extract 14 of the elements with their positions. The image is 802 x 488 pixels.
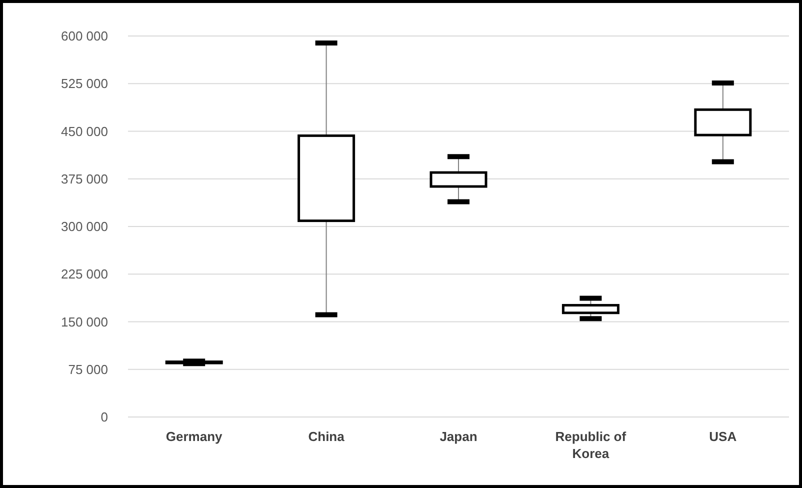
x-tick-label: Republic of Korea <box>555 429 627 461</box>
y-tick-label: 600 000 <box>61 28 108 44</box>
y-tick-label: 375 000 <box>61 171 108 186</box>
x-tick-label: Germany <box>166 429 224 444</box>
x-tick-label: USA <box>709 429 738 444</box>
y-tick-label: 225 000 <box>61 266 108 282</box>
x-tick-label: Japan <box>440 429 478 444</box>
y-tick-label: 450 000 <box>61 124 108 139</box>
y-tick-label: 525 000 <box>61 76 108 92</box>
y-tick-label: 0 <box>100 410 108 425</box>
x-tick-label: China <box>308 429 346 444</box>
y-tick-label: 75 000 <box>68 362 108 377</box>
y-tick-label: 150 000 <box>61 314 108 330</box>
y-tick-label: 300 000 <box>61 219 108 234</box>
